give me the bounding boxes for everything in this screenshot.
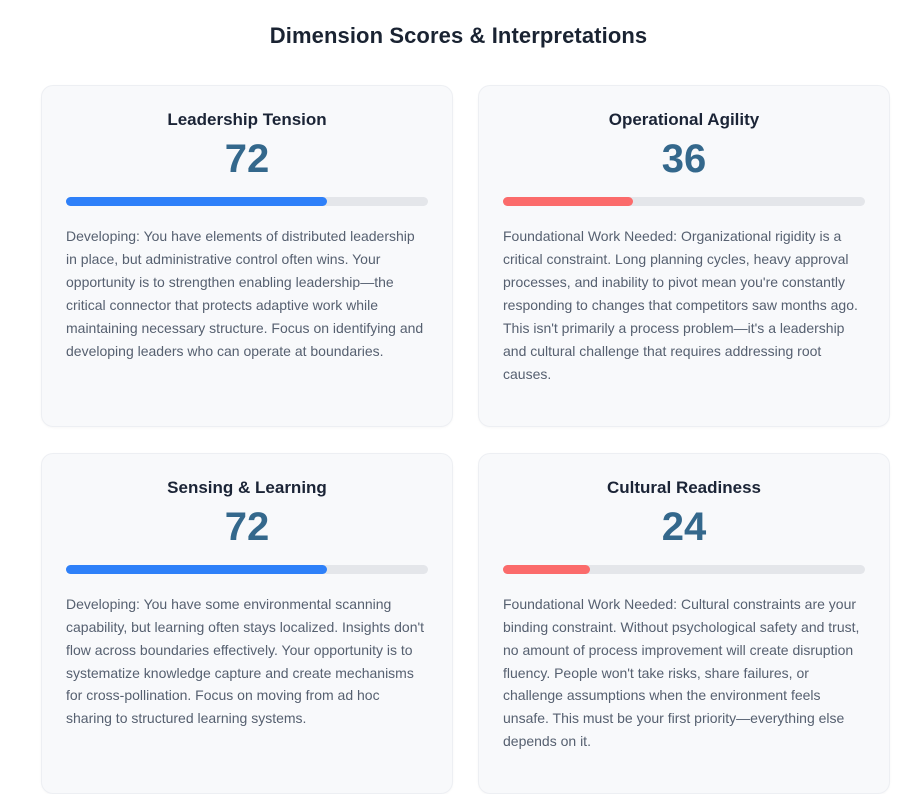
- card-description: Foundational Work Needed: Organizational…: [503, 228, 858, 382]
- score-value: 36: [661, 137, 707, 181]
- dimension-card-leadership-tension: Leadership Tension 72 Developing: You ha…: [41, 85, 453, 427]
- progress-fill: [66, 197, 327, 206]
- cards-grid: Leadership Tension 72 Developing: You ha…: [41, 85, 890, 794]
- dimension-card-sensing-learning: Sensing & Learning 72 Developing: You ha…: [41, 452, 453, 794]
- page-title: Dimension Scores & Interpretations: [269, 23, 648, 48]
- dimension-card-cultural-readiness: Cultural Readiness 24 Foundational Work …: [478, 452, 890, 794]
- score-value: 72: [224, 504, 270, 549]
- progress-track: [503, 197, 865, 206]
- progress-track: [503, 564, 865, 574]
- progress-track: [66, 197, 428, 206]
- card-description: Developing: You have some environmental …: [66, 595, 425, 727]
- progress-track: [66, 564, 428, 574]
- score-value: 24: [661, 504, 707, 549]
- card-title: Cultural Readiness: [607, 477, 761, 497]
- card-title: Leadership Tension: [167, 110, 327, 129]
- card-title: Operational Agility: [608, 110, 760, 129]
- dimension-card-operational-agility: Operational Agility 36 Foundational Work…: [478, 85, 890, 427]
- progress-fill: [66, 564, 327, 574]
- score-value: 72: [224, 137, 270, 181]
- progress-fill: [503, 564, 590, 574]
- progress-fill: [503, 197, 634, 206]
- card-title: Sensing & Learning: [167, 477, 327, 497]
- card-description: Foundational Work Needed: Cultural const…: [503, 595, 860, 750]
- card-description: Developing: You have elements of distrib…: [66, 228, 424, 359]
